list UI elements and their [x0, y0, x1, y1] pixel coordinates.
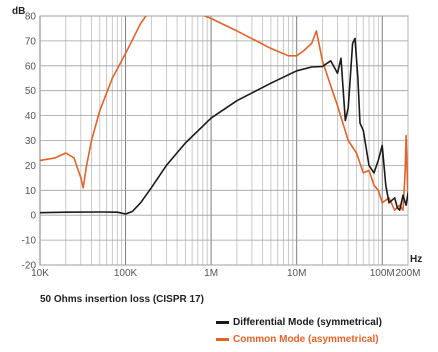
y-axis-unit-label: dB	[12, 6, 25, 17]
common-mode-line	[40, 16, 408, 211]
x-tick-label: 100M	[370, 268, 395, 279]
series-lines	[40, 16, 408, 215]
y-tick-label: 70	[25, 36, 37, 47]
x-axis-unit-label: Hz	[410, 254, 422, 265]
x-tick-label: 100K	[114, 268, 138, 279]
legend-label-common: Common Mode (asymmetrical)	[233, 334, 379, 345]
y-tick-label: 10	[25, 186, 37, 197]
legend-swatch-common	[216, 338, 229, 341]
x-tick-label: 10M	[287, 268, 306, 279]
x-tick-labels: 10K 100K 1M 10M 100M 200M	[31, 268, 420, 279]
y-tick-labels: 80 70 60 50 40 30 20 10 0 -10 -20	[22, 12, 37, 272]
y-tick-label: 80	[25, 12, 37, 23]
legend-label-differential: Differential Mode (symmetrical)	[233, 317, 382, 328]
legend: Differential Mode (symmetrical) Common M…	[216, 314, 382, 348]
y-tick-label: -10	[22, 236, 37, 247]
y-gridlines	[40, 15, 408, 266]
y-tick-label: 40	[25, 111, 37, 122]
legend-item-differential: Differential Mode (symmetrical)	[216, 314, 382, 331]
differential-mode-line	[40, 37, 408, 215]
x-tick-label: 200M	[395, 268, 420, 279]
y-tick-label: 50	[25, 86, 37, 97]
y-tick-label: 60	[25, 61, 37, 72]
y-tick-label: 20	[25, 161, 37, 172]
x-tick-label: 10K	[31, 268, 49, 279]
chart-title: 50 Ohms insertion loss (CISPR 17)	[40, 294, 204, 305]
y-tick-label: 30	[25, 136, 37, 147]
y-tick-label: -20	[22, 261, 37, 272]
x-tick-label: 1M	[204, 268, 218, 279]
legend-swatch-differential	[216, 321, 229, 324]
y-tick-label: 0	[30, 211, 36, 222]
legend-item-common: Common Mode (asymmetrical)	[216, 331, 382, 348]
